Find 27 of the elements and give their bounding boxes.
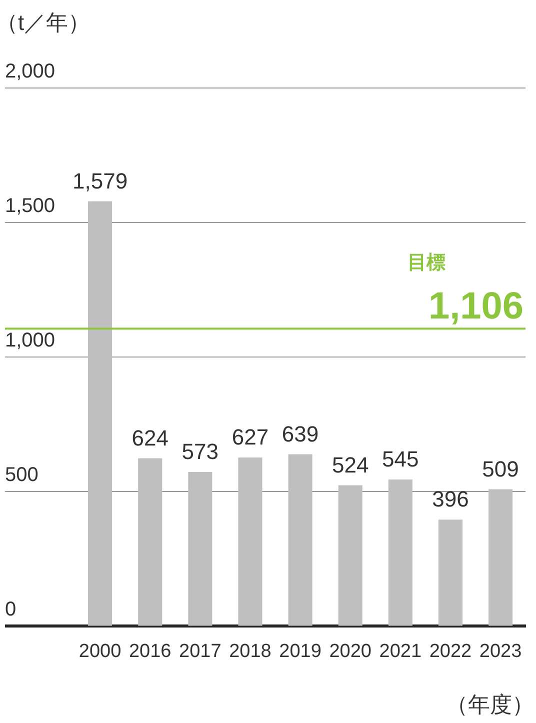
x-axis-title: （年度） [446,692,534,717]
data-label: 545 [382,446,419,472]
y-tick-label: 1,500 [5,195,56,218]
y-tick-label: 2,000 [5,60,56,83]
x-tick-label: 2019 [279,640,322,662]
x-tick-label: 2000 [78,640,122,662]
data-label: 639 [282,421,319,446]
x-tick-label: 2017 [179,640,222,662]
data-label: 509 [482,456,519,482]
y-axis-title: （t／年） [0,10,90,35]
data-label: 624 [132,425,168,450]
x-tick-label: 2018 [229,640,272,662]
x-tick-label: 2020 [329,640,372,662]
data-label: 524 [332,452,369,478]
data-label: 573 [182,439,219,464]
y-tick-label: 0 [5,598,16,621]
data-label: 627 [232,424,269,450]
data-label: 1,579 [72,168,128,194]
x-tick-label: 2023 [479,640,522,662]
x-tick-label: 2021 [379,640,422,662]
y-tick-label: 1,000 [5,330,56,352]
data-label: 396 [432,486,469,512]
y-tick-label: 500 [5,464,38,486]
annotation: 1,106 [428,286,524,328]
x-tick-label: 2016 [128,640,172,662]
x-tick-label: 2022 [429,640,472,662]
ref-line-label: 目標 [408,252,446,274]
